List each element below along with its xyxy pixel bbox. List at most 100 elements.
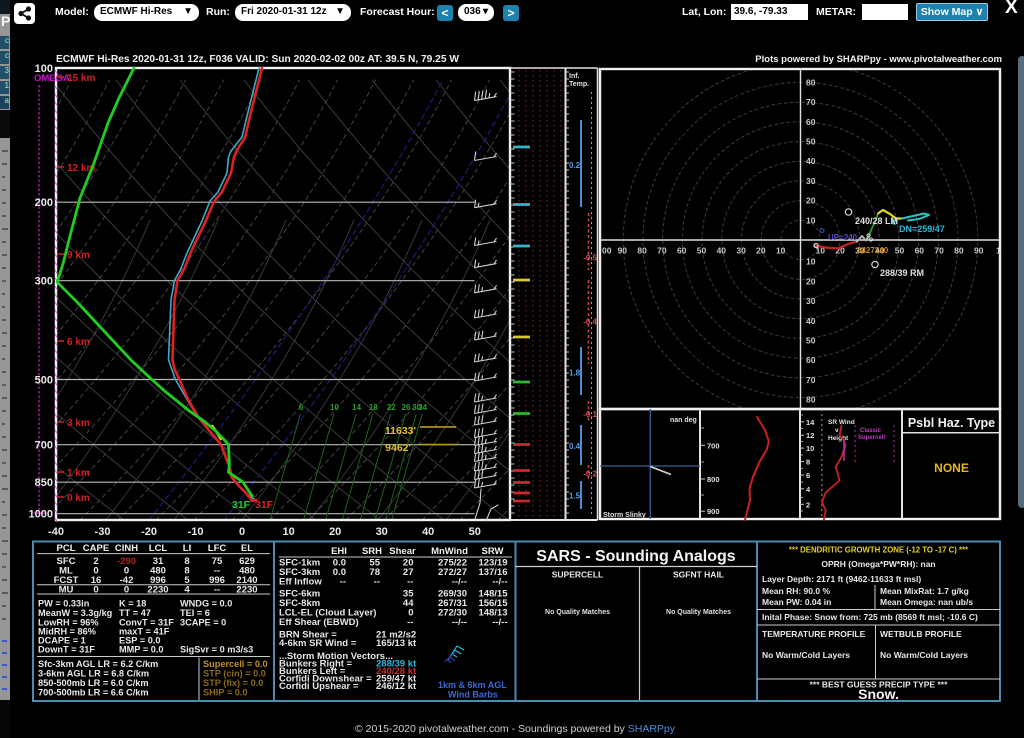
svg-text:0.0: 0.0 (333, 558, 346, 569)
svg-text:20: 20 (835, 246, 845, 256)
svg-text:LI: LI (183, 543, 191, 554)
svg-text:Sfc-3km AGL LR = 6.2 C/km: Sfc-3km AGL LR = 6.2 C/km (38, 659, 158, 669)
svg-text:8: 8 (806, 458, 810, 467)
svg-text:700: 700 (35, 440, 53, 452)
svg-text:EL: EL (241, 543, 253, 554)
svg-text:-40: -40 (48, 526, 64, 538)
svg-text:300: 300 (35, 276, 53, 288)
svg-text:70: 70 (806, 97, 816, 107)
svg-text:2: 2 (806, 500, 810, 509)
svg-text:6 km: 6 km (67, 337, 90, 348)
svg-text:2230: 2230 (236, 585, 257, 596)
svg-text:1000: 1000 (29, 509, 53, 521)
svg-text:SGFNT HAIL: SGFNT HAIL (673, 570, 724, 580)
svg-text:34: 34 (418, 403, 427, 412)
svg-text:629: 629 (239, 556, 255, 567)
svg-text:--: -- (214, 585, 220, 596)
svg-text:LCL: LCL (149, 543, 168, 554)
svg-text:-0.5: -0.5 (583, 254, 597, 263)
svg-text:SHIP = 0.0: SHIP = 0.0 (203, 688, 248, 698)
svg-text:480: 480 (150, 566, 166, 577)
svg-text:50: 50 (806, 336, 816, 346)
svg-text:Mean Omega: nan ub/s: Mean Omega: nan ub/s (880, 597, 973, 607)
svg-text:60: 60 (806, 117, 816, 127)
svg-text:*** BEST GUESS PRECIP TYPE ***: *** BEST GUESS PRECIP TYPE *** (810, 680, 948, 690)
svg-text:Inf.: Inf. (569, 73, 580, 80)
svg-text:DCAPE = 1: DCAPE = 1 (38, 636, 86, 646)
svg-text:20: 20 (806, 196, 816, 206)
svg-text:20: 20 (806, 276, 816, 286)
svg-text:4-6km SR Wind =: 4-6km SR Wind = (279, 638, 357, 649)
svg-text:272/30: 272/30 (438, 608, 467, 619)
svg-text:6: 6 (299, 403, 304, 412)
svg-text:0.4: 0.4 (569, 442, 581, 451)
svg-text:16: 16 (91, 575, 102, 586)
svg-text:165/13 kt: 165/13 kt (376, 638, 417, 649)
svg-text:40: 40 (875, 246, 885, 256)
svg-text:240/28 LM: 240/28 LM (855, 216, 898, 226)
svg-text:BRN Shear =: BRN Shear = (279, 630, 337, 641)
svg-text:-0.4: -0.4 (583, 318, 597, 327)
svg-text:800: 800 (707, 475, 720, 484)
svg-text:TT = 47: TT = 47 (119, 608, 151, 618)
svg-text:Bunkers Right =: Bunkers Right = (279, 659, 353, 670)
svg-text:240/28 kt: 240/28 kt (376, 666, 417, 677)
svg-text:0: 0 (408, 608, 413, 619)
svg-text:259/47 kt: 259/47 kt (376, 674, 417, 685)
svg-text:-10: -10 (188, 526, 204, 538)
svg-text:10: 10 (806, 444, 814, 453)
svg-text:31: 31 (153, 556, 164, 567)
svg-text:--: -- (407, 617, 413, 628)
svg-text:EHI: EHI (331, 546, 347, 557)
svg-text:80: 80 (806, 395, 816, 405)
svg-text:NONE: NONE (934, 461, 969, 475)
svg-text:35: 35 (403, 589, 414, 600)
svg-text:20: 20 (329, 526, 341, 538)
svg-text:LowRH = 96%: LowRH = 96% (38, 618, 99, 628)
svg-text:SFC-1km: SFC-1km (279, 558, 320, 569)
svg-text:CINH: CINH (115, 543, 138, 554)
svg-text:SR Wind: SR Wind (828, 419, 855, 426)
svg-text:10: 10 (282, 526, 294, 538)
svg-text:1.5: 1.5 (569, 492, 581, 501)
svg-text:70: 70 (934, 246, 944, 256)
svg-text:2140: 2140 (236, 575, 257, 586)
svg-text:50: 50 (697, 246, 707, 256)
svg-text:4: 4 (184, 585, 190, 596)
svg-text:DownT = 31F: DownT = 31F (38, 645, 95, 655)
svg-text:30: 30 (376, 526, 388, 538)
svg-text:Bunkers Left =: Bunkers Left = (279, 666, 346, 677)
svg-text:SARS - Sounding Analogs: SARS - Sounding Analogs (536, 548, 736, 565)
svg-text:10: 10 (806, 215, 816, 225)
svg-text:--/--: --/-- (452, 577, 467, 588)
svg-text:3 km: 3 km (67, 418, 90, 429)
svg-text:Corfidi Upshear =: Corfidi Upshear = (279, 681, 359, 692)
svg-text:75: 75 (212, 556, 223, 567)
svg-text:Temp.: Temp. (569, 81, 589, 88)
svg-text:850: 850 (35, 477, 53, 489)
svg-text:2: 2 (93, 556, 98, 567)
svg-text:60: 60 (677, 246, 687, 256)
svg-text:Snow.: Snow. (858, 686, 899, 702)
svg-text:90: 90 (974, 246, 984, 256)
svg-text:40: 40 (806, 156, 816, 166)
svg-text:14: 14 (806, 418, 815, 427)
svg-text:Plots powered by SHARPpy - www: Plots powered by SHARPpy - www.pivotalwe… (755, 54, 1002, 65)
svg-text:996: 996 (150, 575, 166, 586)
svg-text:1: 1 (996, 246, 1001, 256)
svg-text:500: 500 (35, 375, 53, 387)
svg-text:267/31: 267/31 (438, 598, 468, 609)
svg-text:0: 0 (124, 585, 129, 596)
svg-text:288/39 RM: 288/39 RM (880, 268, 924, 278)
svg-text:0: 0 (239, 526, 245, 538)
svg-text:--/--: --/-- (492, 617, 507, 628)
svg-text:200: 200 (35, 197, 53, 209)
svg-text:TEMPERATURE PROFILE: TEMPERATURE PROFILE (762, 629, 866, 639)
svg-text:FCST: FCST (54, 575, 79, 586)
svg-text:ML: ML (59, 566, 73, 577)
svg-text:TEI = 6: TEI = 6 (180, 608, 210, 618)
svg-text:Mean MixRat: 1.7 g/kg: Mean MixRat: 1.7 g/kg (880, 586, 969, 596)
svg-text:246/12 kt: 246/12 kt (376, 681, 417, 692)
svg-text:SRH: SRH (362, 546, 382, 557)
svg-text:40: 40 (806, 316, 816, 326)
